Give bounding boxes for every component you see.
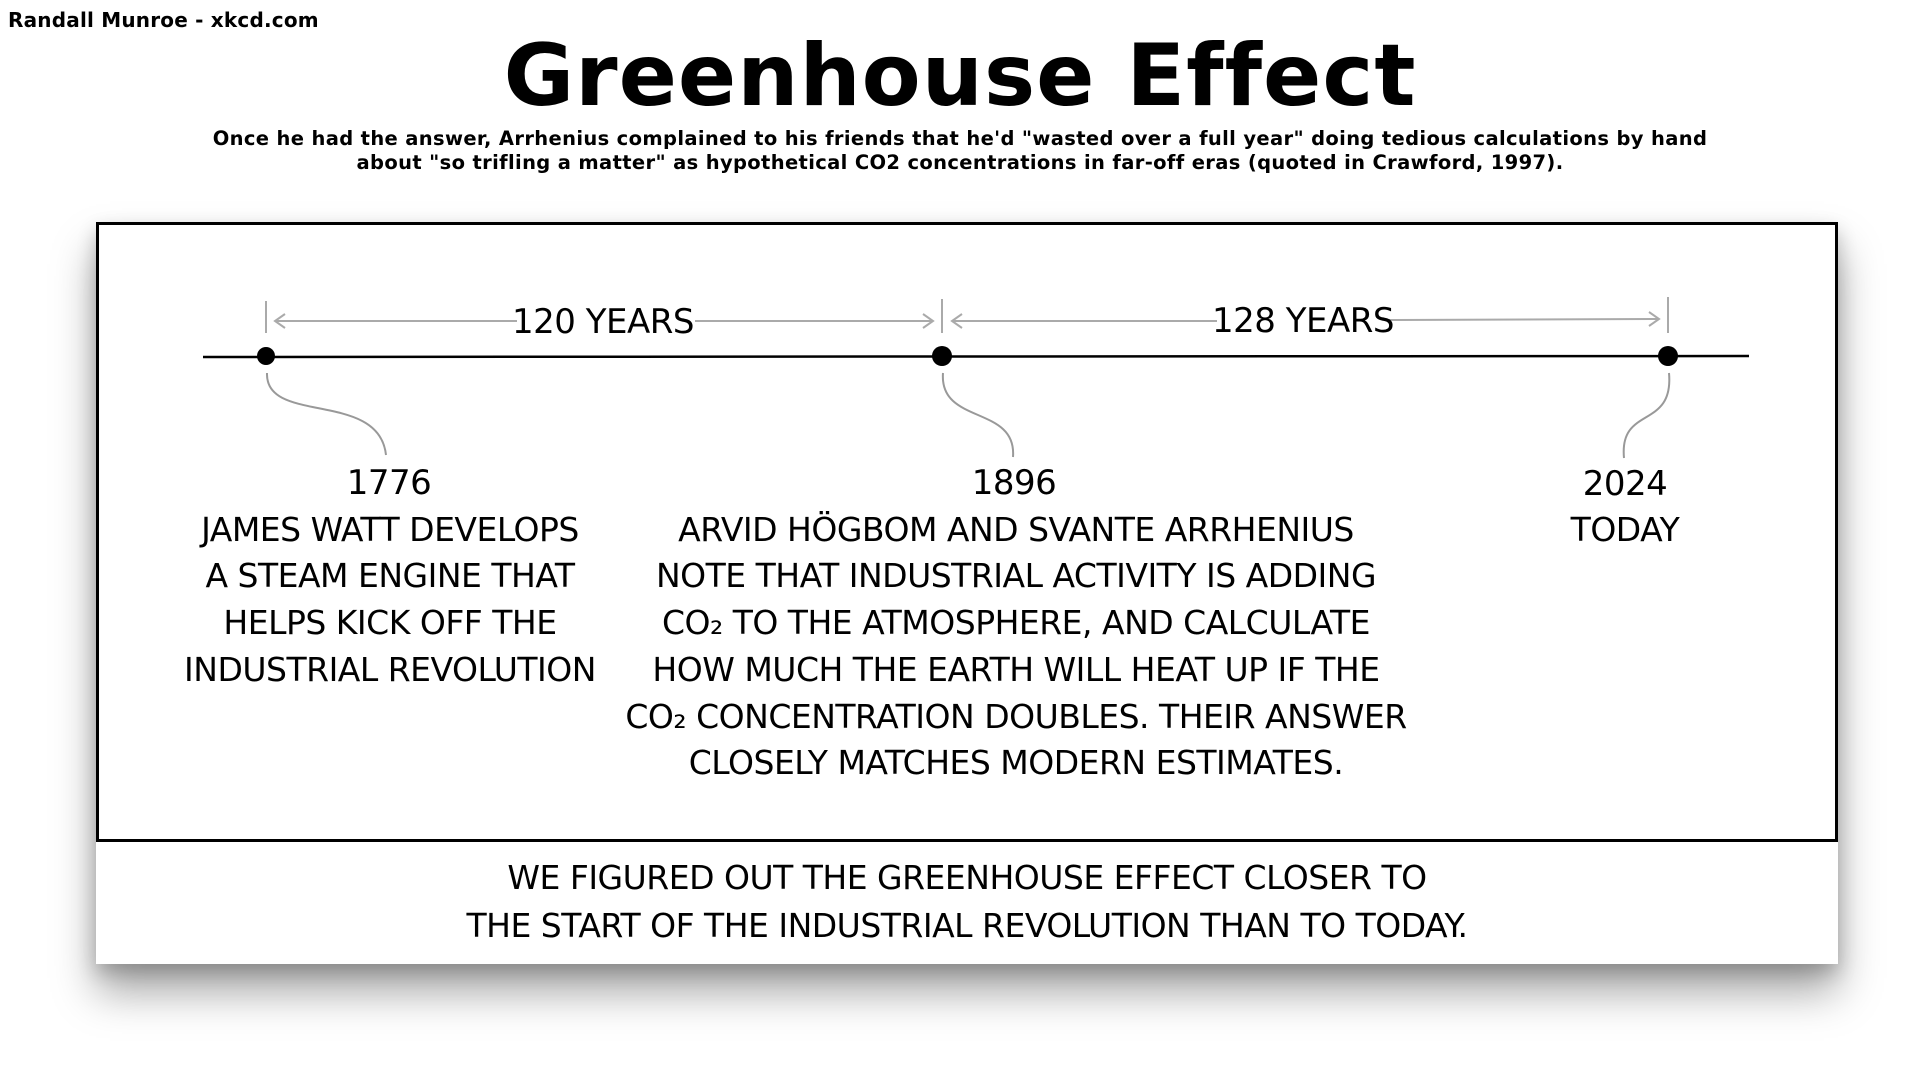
span-arrow-120 <box>265 299 943 333</box>
connector-1896 <box>941 372 1015 458</box>
event-text-1896: ARVID HÖGBOM AND SVANTE ARRHENIUS NOTE T… <box>625 509 1407 782</box>
comic-title: Greenhouse Effect <box>503 26 1417 126</box>
caption-line: THE START OF THE INDUSTRIAL REVOLUTION T… <box>466 906 1468 945</box>
event-text-1776: JAMES WATT DEVELOPS A STEAM ENGINE THAT … <box>184 510 596 689</box>
event-dot-1776 <box>257 347 275 365</box>
event-year-1896: 1896 <box>972 463 1057 503</box>
svg-text:NOTE THAT INDUSTRIAL ACTIVITY: NOTE THAT INDUSTRIAL ACTIVITY IS ADDING <box>656 556 1376 595</box>
event-dot-1896 <box>932 346 952 366</box>
svg-text:A STEAM ENGINE THAT: A STEAM ENGINE THAT <box>205 556 575 595</box>
comic-caption: WE FIGURED OUT THE GREENHOUSE EFFECT CLO… <box>96 854 1838 950</box>
timeline-drawing: 120 YEARS 128 YEARS 1776 JAMES WATT DEVE… <box>184 297 1750 782</box>
svg-text:INDUSTRIAL REVOLUTION: INDUSTRIAL REVOLUTION <box>184 650 596 689</box>
timeline-axis <box>202 354 1750 359</box>
timeline-panel: 120 YEARS 128 YEARS 1776 JAMES WATT DEVE… <box>96 222 1838 842</box>
event-year-2024: 2024 <box>1583 464 1668 504</box>
connector-1776 <box>265 372 387 456</box>
comic-subtitle: Once he had the answer, Arrhenius compla… <box>212 127 1708 174</box>
span-label-120: 120 YEARS <box>512 302 694 342</box>
svg-text:CO₂ CONCENTRATION DOUBLES. THE: CO₂ CONCENTRATION DOUBLES. THEIR ANSWER <box>625 697 1406 736</box>
event-text-2024: TODAY <box>1570 510 1681 549</box>
connector-2024 <box>1622 372 1671 459</box>
event-dot-2024 <box>1658 346 1678 366</box>
svg-text:JAMES WATT DEVELOPS: JAMES WATT DEVELOPS <box>199 510 579 549</box>
caption-line: WE FIGURED OUT THE GREENHOUSE EFFECT CLO… <box>507 858 1427 897</box>
svg-text:ARVID HÖGBOM AND SVANTE ARRHEN: ARVID HÖGBOM AND SVANTE ARRHENIUS <box>678 509 1354 549</box>
svg-text:CO₂ TO THE ATMOSPHERE, AND CAL: CO₂ TO THE ATMOSPHERE, AND CALCULATE <box>662 603 1370 642</box>
svg-text:CLOSELY MATCHES MODERN ESTIMAT: CLOSELY MATCHES MODERN ESTIMATES. <box>689 743 1343 782</box>
svg-text:HELPS KICK OFF THE: HELPS KICK OFF THE <box>223 603 556 642</box>
span-arrow-128 <box>950 297 1669 333</box>
svg-text:TODAY: TODAY <box>1570 510 1681 549</box>
site-credit: Randall Munroe - xkcd.com <box>8 8 319 32</box>
svg-text:HOW MUCH THE EARTH WILL HEAT U: HOW MUCH THE EARTH WILL HEAT UP IF THE <box>652 650 1379 689</box>
comic-image: 120 YEARS 128 YEARS 1776 JAMES WATT DEVE… <box>96 222 1838 964</box>
span-label-128: 128 YEARS <box>1212 301 1394 341</box>
event-year-1776: 1776 <box>347 463 432 503</box>
